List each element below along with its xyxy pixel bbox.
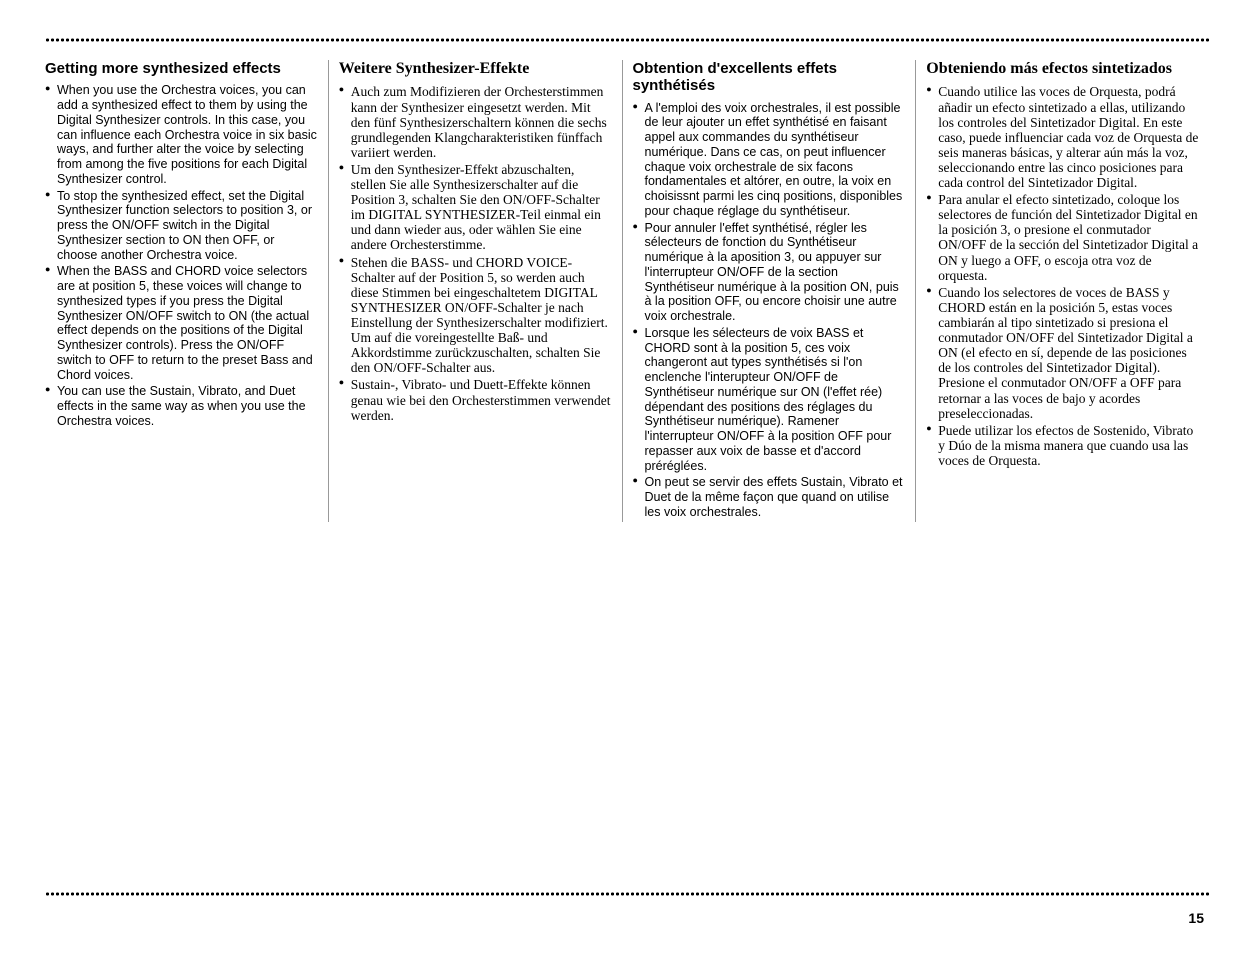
bullet-list: Cuando utilice las voces de Orquesta, po… <box>926 84 1199 468</box>
column-spanish: Obteniendo más efectos sintetizados Cuan… <box>916 60 1209 522</box>
column-title: Getting more synthesized effects <box>45 60 318 77</box>
list-item: When the BASS and CHORD voice selectors … <box>45 264 318 382</box>
list-item: Para anular el efecto sintetizado, coloq… <box>926 192 1199 283</box>
column-title: Weitere Synthesizer-Effekte <box>339 60 612 78</box>
list-item: When you use the Orchestra voices, you c… <box>45 83 318 186</box>
list-item: To stop the synthesized effect, set the … <box>45 189 318 263</box>
list-item: On peut se servir des effets Sustain, Vi… <box>633 475 906 519</box>
list-item: Sustain-, Vibrato- und Duett-Effekte kön… <box>339 377 612 422</box>
page-number: 15 <box>1188 910 1204 926</box>
column-french: Obtention d'excellents effets synthétisé… <box>623 60 917 522</box>
bullet-list: Auch zum Modifizieren der Orchesterstimm… <box>339 84 612 422</box>
dotted-rule-top <box>45 38 1209 42</box>
column-title: Obteniendo más efectos sintetizados <box>926 60 1199 78</box>
list-item: You can use the Sustain, Vibrato, and Du… <box>45 384 318 428</box>
bullet-list: When you use the Orchestra voices, you c… <box>45 83 318 428</box>
bullet-list: A l'emploi des voix orchestrales, il est… <box>633 101 906 520</box>
column-english: Getting more synthesized effects When yo… <box>45 60 329 522</box>
dotted-rule-bottom <box>45 892 1209 896</box>
list-item: Pour annuler l'effet synthétisé, régler … <box>633 221 906 324</box>
list-item: Lorsque les sélecteurs de voix BASS et C… <box>633 326 906 474</box>
list-item: Puede utilizar los efectos de Sostenido,… <box>926 423 1199 468</box>
list-item: Cuando utilice las voces de Orquesta, po… <box>926 84 1199 190</box>
list-item: A l'emploi des voix orchestrales, il est… <box>633 101 906 219</box>
main-content: Getting more synthesized effects When yo… <box>45 30 1209 522</box>
column-title: Obtention d'excellents effets synthétisé… <box>633 60 906 95</box>
list-item: Stehen die BASS- und CHORD VOICE-Schalte… <box>339 255 612 376</box>
column-german: Weitere Synthesizer-Effekte Auch zum Mod… <box>329 60 623 522</box>
list-item: Um den Synthesizer-Effekt abzuschalten, … <box>339 162 612 253</box>
list-item: Cuando los selectores de voces de BASS y… <box>926 285 1199 421</box>
list-item: Auch zum Modifizieren der Orchesterstimm… <box>339 84 612 160</box>
